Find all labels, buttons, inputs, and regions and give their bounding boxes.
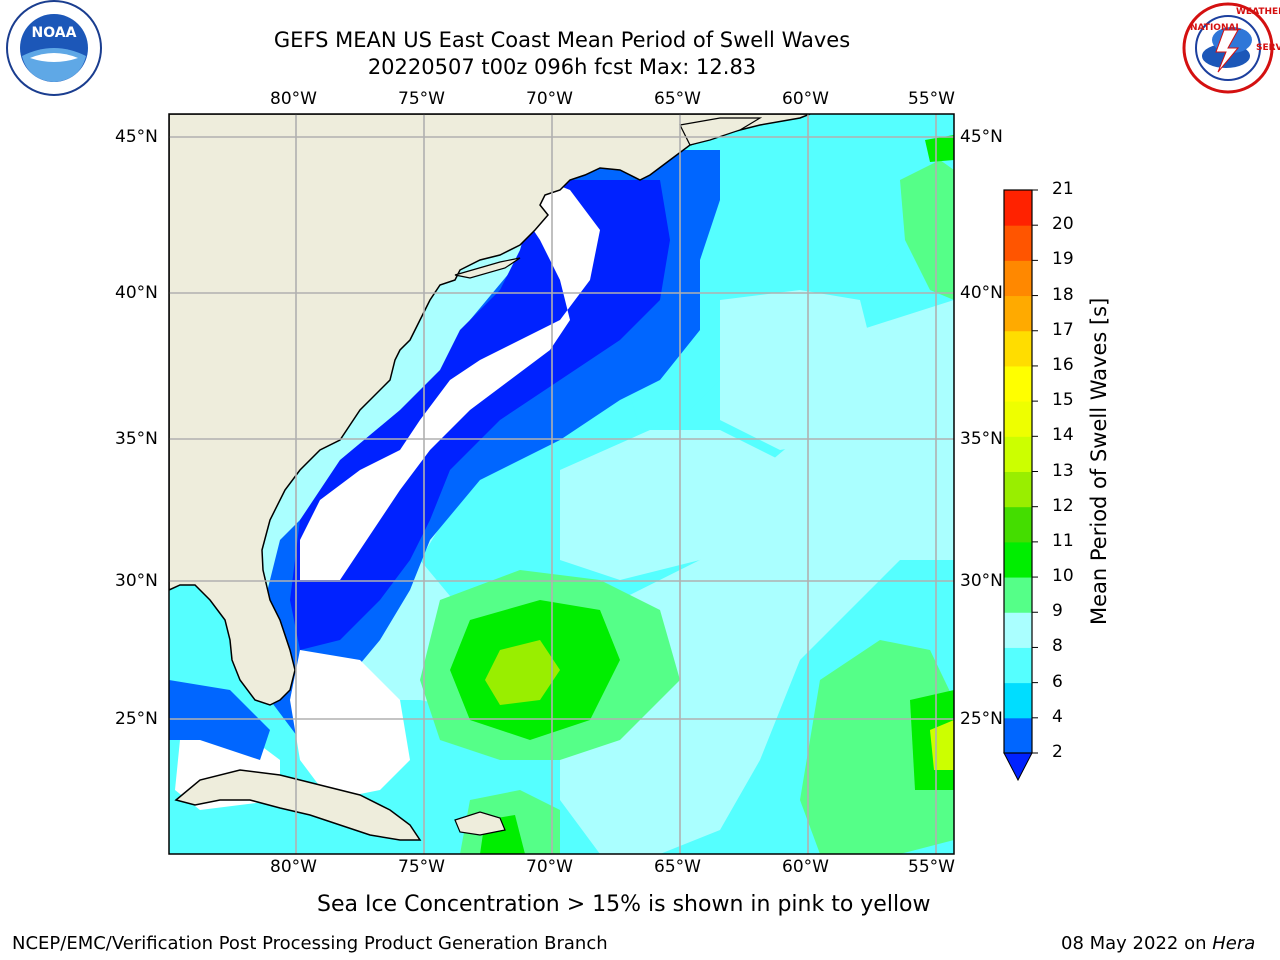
land-cuba: [174, 769, 422, 841]
colorbar-tick-label: 4: [1052, 706, 1063, 727]
lon-label-bottom: 75°W: [398, 857, 445, 877]
field-gulf-blue: [169, 680, 270, 760]
colorbar-segment: [1004, 436, 1032, 472]
graticule: [169, 114, 954, 854]
colorbar-under-arrow: [1003, 752, 1033, 782]
nws-logo: NATIONAL WEATHER SERVICE: [1182, 2, 1280, 94]
land-northamerica: [169, 114, 811, 706]
lon-label-bottom: 65°W: [654, 857, 701, 877]
lon-label-bottom: 70°W: [526, 857, 573, 877]
footer-credit: NCEP/EMC/Verification Post Processing Pr…: [12, 933, 608, 954]
colorbar-segment: [1004, 506, 1032, 543]
lon-label-top: 60°W: [782, 89, 829, 109]
colorbar-segment: [1004, 295, 1032, 332]
lat-label-right: 40°N: [960, 283, 1003, 303]
lon-label-bottom: 60°W: [782, 857, 829, 877]
land-novascotia: [679, 117, 763, 146]
map-frame: [168, 113, 955, 855]
sea-ice-note: Sea Ice Concentration > 15% is shown in …: [317, 892, 931, 917]
colorbar-segment: [1004, 365, 1032, 402]
lat-label-right: 35°N: [960, 429, 1003, 449]
svg-text:WEATHER: WEATHER: [1236, 7, 1280, 17]
colorbar-tick-label: 19: [1052, 249, 1074, 270]
lat-label-left: 40°N: [115, 283, 158, 303]
colorbar-segment: [1004, 190, 1032, 226]
lat-label-left: 30°N: [115, 571, 158, 591]
colorbar-tick-label: 6: [1052, 671, 1063, 692]
colorbar-tick-label: 20: [1052, 214, 1074, 235]
colorbar-segment: [1004, 647, 1032, 684]
footer-date-text: 08 May 2022 on: [1061, 933, 1213, 954]
lat-label-left: 25°N: [115, 709, 158, 729]
field-green-ne2: [925, 135, 954, 162]
lon-label-top: 55°W: [908, 89, 955, 109]
lon-label-top: 70°W: [526, 89, 573, 109]
land-islands: [454, 811, 506, 836]
colorbar-tick-label: 18: [1052, 284, 1074, 305]
lat-label-right: 45°N: [960, 127, 1003, 147]
field-lightblue-3: [720, 290, 880, 450]
colorbar-segment: [1004, 260, 1032, 297]
colorbar-segment: [1004, 471, 1032, 508]
lon-label-bottom: 80°W: [270, 857, 317, 877]
colorbar-tick-label: 13: [1052, 460, 1074, 481]
footer-host: Hera: [1212, 933, 1256, 954]
chart-subtitle: 20220507 t00z 096h fcst Max: 12.83: [367, 55, 757, 79]
colorbar-tick-label: 16: [1052, 354, 1074, 375]
colorbar-tick-label: 11: [1052, 530, 1074, 551]
lon-label-bottom: 55°W: [908, 857, 955, 877]
field-green-east: [800, 640, 954, 854]
colorbar-tick-label: 17: [1052, 319, 1074, 340]
lon-label-top: 65°W: [654, 89, 701, 109]
colorbar-segment: [1004, 225, 1032, 261]
colorbar-label: Mean Period of Swell Waves [s]: [1087, 297, 1111, 625]
colorbar-segment: [1004, 577, 1032, 613]
lat-label-right: 25°N: [960, 709, 1003, 729]
field-yellowgreen: [485, 640, 560, 705]
colorbar-tick-label: 8: [1052, 636, 1063, 657]
lon-label-top: 75°W: [398, 89, 445, 109]
field-white-bahamas: [290, 650, 410, 800]
svg-text:SERVICE: SERVICE: [1256, 43, 1280, 53]
colorbar-tick-label: 2: [1052, 742, 1063, 762]
colorbar-tick-label: 10: [1052, 566, 1074, 587]
lon-label-top: 80°W: [270, 89, 317, 109]
lat-label-right: 30°N: [960, 571, 1003, 591]
land-longisland: [454, 257, 521, 279]
colorbar-segment: [1004, 541, 1032, 578]
field-lightblue: [560, 430, 780, 580]
colorbar-tick-label: 15: [1052, 390, 1074, 411]
lat-label-left: 45°N: [115, 127, 158, 147]
field-green-ne: [900, 160, 954, 300]
noaa-logo: NOAA: [6, 0, 102, 96]
footer-date: 08 May 2022 on Hera: [1061, 933, 1255, 954]
colorbar-segment: [1004, 330, 1032, 367]
colorbar-tick-label: 12: [1052, 495, 1074, 516]
noaa-logo-text: NOAA: [32, 25, 77, 41]
chart-title: GEFS MEAN US East Coast Mean Period of S…: [273, 28, 851, 52]
colorbar-tick-label: 21: [1052, 179, 1074, 199]
colorbar-segment: [1004, 682, 1032, 719]
colorbar-segment: [1004, 401, 1032, 437]
lat-label-left: 35°N: [115, 429, 158, 449]
svg-text:NATIONAL: NATIONAL: [1190, 23, 1241, 33]
colorbar-segment: [1004, 717, 1032, 754]
colorbar-tick-label: 9: [1052, 601, 1063, 622]
field-white-coastal: [300, 170, 600, 580]
colorbar-tick-label: 14: [1052, 425, 1074, 446]
colorbar-segment: [1004, 612, 1032, 648]
